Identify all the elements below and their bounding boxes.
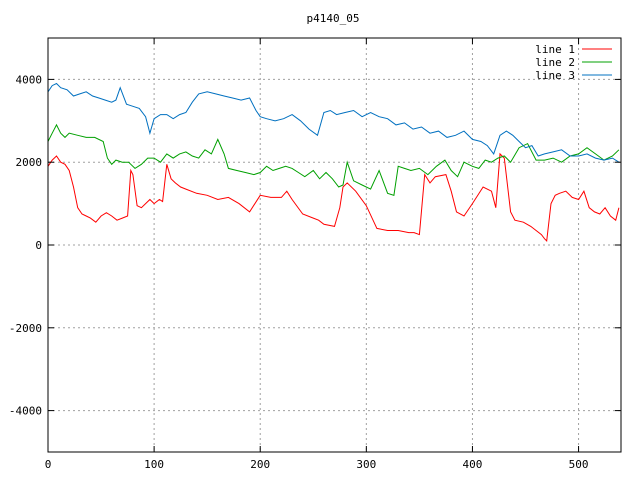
y-tick-label: -4000 xyxy=(9,405,42,418)
series-line-3 xyxy=(47,82,620,163)
y-tick-label: 4000 xyxy=(16,73,43,86)
grid-lines xyxy=(48,38,621,452)
series-lines xyxy=(47,82,620,242)
legend-label-1: line 1 xyxy=(535,43,575,56)
y-tick-label: 0 xyxy=(35,239,42,252)
series-line-1 xyxy=(47,152,620,242)
x-tick-label: 0 xyxy=(45,458,52,471)
legend-label-3: line 3 xyxy=(535,69,575,82)
x-tick-label: 300 xyxy=(356,458,376,471)
y-tick-label: 2000 xyxy=(16,156,43,169)
chart-title: p4140_05 xyxy=(307,12,360,25)
legend-label-2: line 2 xyxy=(535,56,575,69)
x-tick-label: 200 xyxy=(250,458,270,471)
x-tick-label: 400 xyxy=(463,458,483,471)
axis-ticks: 0 100 200 300 400 500 -4000 -2000 0 2000 4000 xyxy=(9,38,621,471)
x-tick-label: 500 xyxy=(569,458,589,471)
x-tick-label: 100 xyxy=(144,458,164,471)
series-line-2 xyxy=(47,123,620,196)
y-tick-label: -2000 xyxy=(9,322,42,335)
